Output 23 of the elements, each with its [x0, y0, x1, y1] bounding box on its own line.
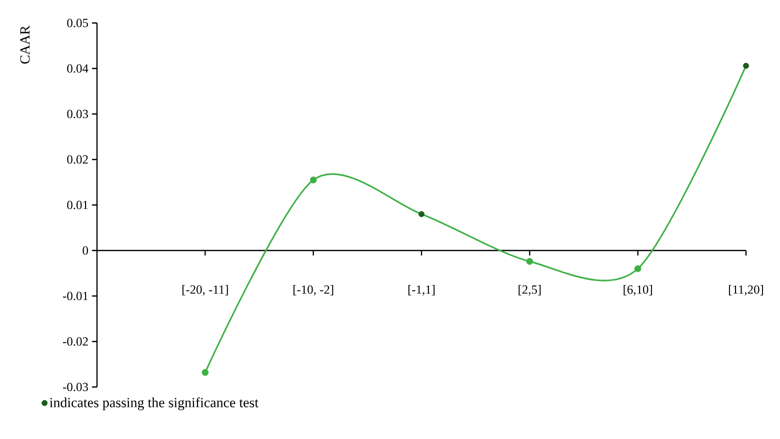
legend-label: indicates passing the significance test [50, 397, 258, 410]
y-tick-label: 0.04 [67, 64, 88, 73]
point [743, 62, 749, 69]
x-tick-label: [2,5] [518, 285, 541, 296]
y-tick-label: -0.03 [63, 382, 88, 392]
y-tick-label: 0.05 [67, 18, 88, 28]
x-tick-label: [11,20] [728, 285, 763, 296]
point [526, 258, 534, 265]
x-tick-label: [6,10] [624, 285, 652, 296]
x-tick-label: [-20, -11] [182, 285, 228, 296]
y-axis-title: CAAR [20, 25, 30, 64]
y-tick-label: 0.01 [67, 200, 88, 210]
y-tick-label: 0 [82, 246, 88, 255]
x-tick-label: [-10, -2] [294, 285, 334, 296]
point [202, 369, 209, 376]
point [634, 265, 642, 272]
y-tick-label: -0.01 [63, 292, 88, 300]
y-tick-label: 0.02 [67, 155, 88, 164]
x-tick-label: [-1,1] [408, 285, 435, 296]
y-tick-label: 0.03 [67, 110, 88, 118]
y-tick-label: -0.02 [63, 337, 88, 346]
point [310, 176, 317, 184]
point [418, 211, 424, 218]
